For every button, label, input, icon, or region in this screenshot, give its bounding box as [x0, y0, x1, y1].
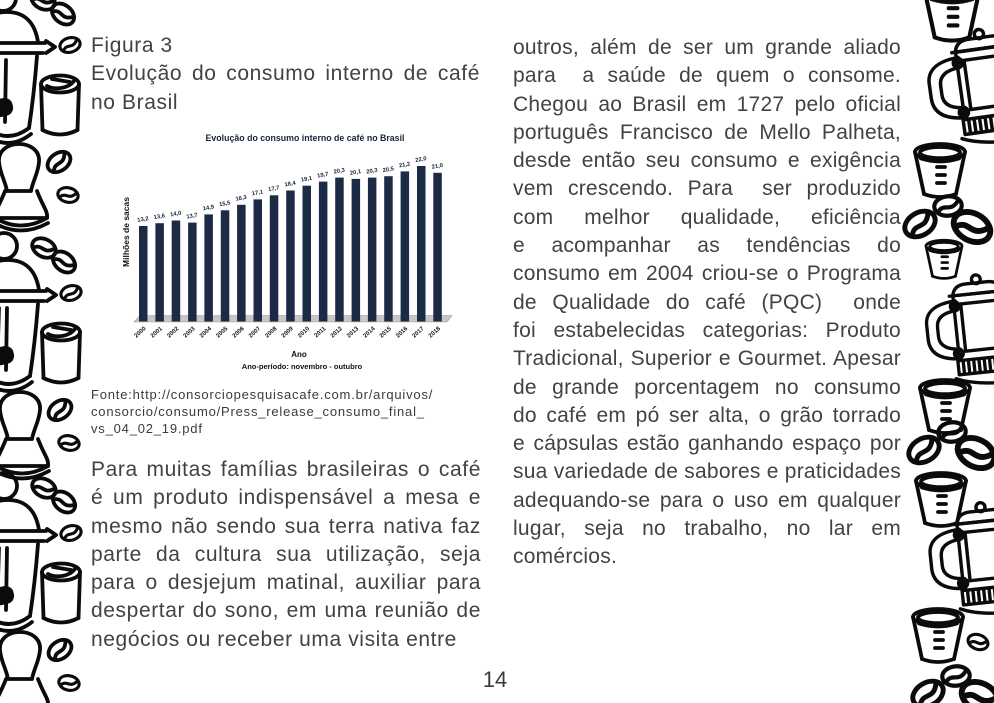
svg-text:2004: 2004: [199, 326, 213, 340]
svg-text:13,7: 13,7: [186, 213, 198, 221]
svg-text:2010: 2010: [297, 326, 311, 340]
svg-text:13,6: 13,6: [153, 213, 166, 221]
svg-text:Ano-período: novembro - outubr: Ano-período: novembro - outubro: [242, 362, 363, 371]
svg-text:Evolução do consumo interno de: Evolução do consumo interno de café no B…: [206, 133, 405, 143]
svg-text:Ano: Ano: [291, 350, 307, 359]
svg-text:19,7: 19,7: [317, 172, 329, 180]
svg-text:2018: 2018: [428, 326, 442, 340]
svg-text:14,0: 14,0: [170, 211, 182, 219]
svg-text:Milhões de sacas: Milhões de sacas: [121, 197, 131, 267]
svg-text:2015: 2015: [379, 326, 393, 340]
svg-text:20,3: 20,3: [333, 168, 346, 176]
svg-text:15,5: 15,5: [219, 200, 232, 208]
svg-text:2001: 2001: [150, 326, 164, 340]
svg-text:13,2: 13,2: [137, 216, 149, 224]
svg-text:2000: 2000: [134, 326, 148, 340]
svg-text:2013: 2013: [346, 326, 360, 340]
svg-text:2003: 2003: [183, 326, 197, 340]
svg-text:21,0: 21,0: [431, 163, 443, 171]
svg-text:2007: 2007: [248, 326, 262, 340]
svg-text:2008: 2008: [264, 326, 278, 340]
svg-text:2014: 2014: [363, 326, 377, 340]
svg-text:14,9: 14,9: [202, 204, 215, 212]
svg-text:20,3: 20,3: [366, 168, 379, 176]
svg-text:20,1: 20,1: [350, 169, 363, 177]
svg-text:2011: 2011: [314, 326, 328, 340]
svg-text:2002: 2002: [166, 326, 180, 340]
svg-text:2006: 2006: [232, 326, 246, 340]
svg-text:2005: 2005: [215, 326, 229, 340]
svg-text:2012: 2012: [330, 326, 344, 340]
svg-text:2009: 2009: [281, 326, 295, 340]
svg-text:2017: 2017: [412, 326, 426, 340]
svg-text:21,2: 21,2: [399, 161, 411, 169]
svg-text:17,7: 17,7: [268, 185, 280, 193]
svg-text:16,3: 16,3: [235, 195, 248, 203]
svg-text:22,0: 22,0: [415, 156, 427, 164]
svg-text:17,1: 17,1: [251, 189, 264, 197]
svg-text:18,4: 18,4: [284, 180, 297, 188]
svg-text:2016: 2016: [395, 326, 409, 340]
svg-text:19,1: 19,1: [301, 176, 314, 184]
svg-text:20,5: 20,5: [382, 166, 395, 174]
